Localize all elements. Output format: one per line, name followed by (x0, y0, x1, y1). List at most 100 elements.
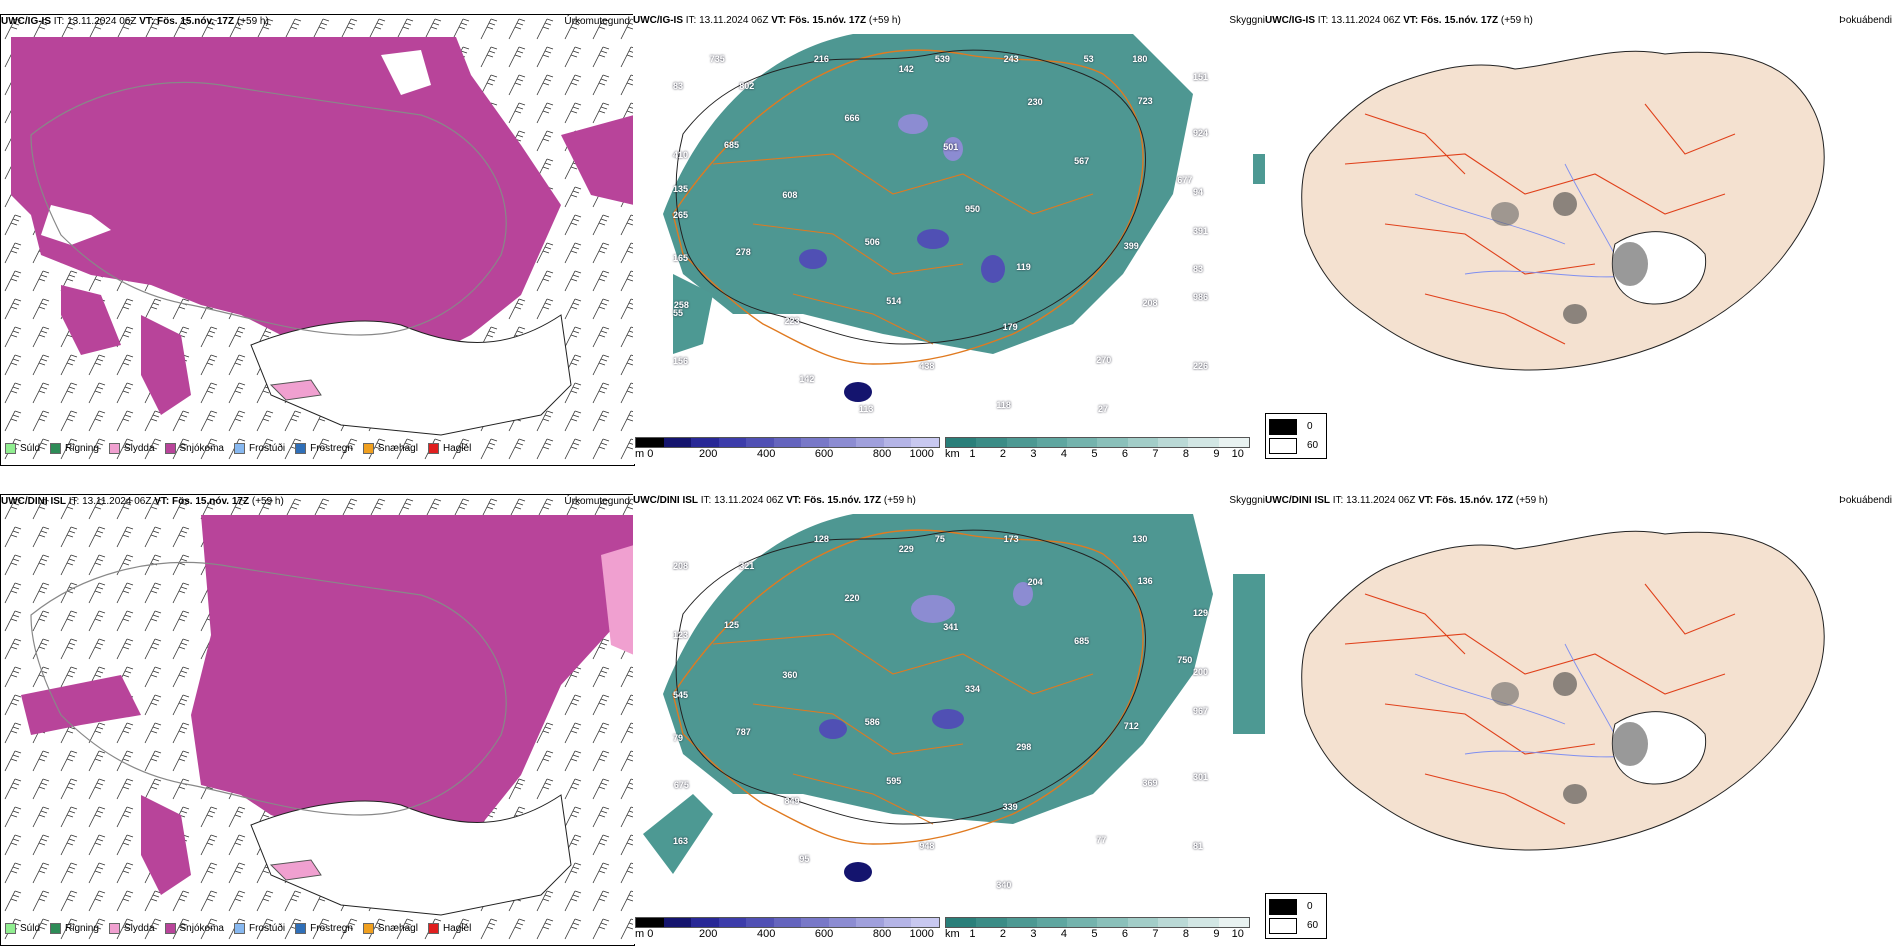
legend-item: Rigning (50, 923, 99, 934)
vt-label: VT: (771, 15, 787, 26)
ceiling-tick: 200 (699, 928, 718, 940)
it-label: IT: (53, 16, 65, 27)
cloud-base-label: 270 (1096, 355, 1112, 366)
lead-time: (+59 h) (883, 495, 916, 506)
legend-swatch (5, 443, 16, 454)
cloud-base-label: 230 (1027, 96, 1043, 107)
legend-label: Haglél (442, 443, 472, 454)
legend-label: Frostregn (310, 443, 353, 454)
lead-time: (+59 h) (1515, 495, 1548, 506)
cloud-panel-bottom: UWC/DINI ISL IT: 13.11.2024 06Z VT: Fös.… (633, 494, 1265, 944)
legend-swatch (233, 923, 245, 934)
cloud-base-label: 567 (1074, 156, 1090, 167)
legend-item: Haglél (427, 443, 472, 454)
visibility-tick: 6 (1121, 928, 1128, 940)
legend-label: Slydda (123, 443, 155, 454)
legend-label: Snæhagl (377, 443, 418, 454)
legend-label: Snjókoma (179, 443, 224, 454)
visibility-tick: 4 (1060, 448, 1067, 460)
legend-label: Frostregn (310, 923, 353, 934)
legend-item: Súld (5, 443, 40, 454)
cloud-base-label: 83 (673, 80, 684, 91)
cloud-base-label: 399 (1123, 241, 1139, 251)
it-value: 13.11.2024 06Z (714, 495, 784, 506)
visibility-unit: km (945, 448, 960, 460)
it-label: IT: (1317, 15, 1329, 26)
visibility-tick: 2 (999, 448, 1006, 460)
legend-item: Frostregn (295, 443, 353, 454)
legend-swatch (5, 923, 16, 934)
cloud-base-label: 712 (1123, 721, 1139, 731)
cloud-base-label: 77 (1096, 835, 1107, 846)
vt-value: Fös. 15.nóv. 17Z (172, 496, 250, 507)
cloud-base-label: 341 (943, 621, 959, 632)
fog-value: 0 (1307, 901, 1313, 912)
cloud-base-label: 142 (799, 373, 815, 384)
cloud-base-label: 677 (1177, 175, 1193, 186)
fog-swatch (1269, 917, 1297, 934)
fog-title-top: Þokuábendi (1839, 15, 1892, 26)
visibility-tick: 9 (1213, 448, 1220, 460)
ceiling-tick: 800 (872, 928, 892, 940)
cloud-base-label: 142 (898, 63, 914, 74)
precip-title-top: Úrkomutegund (564, 16, 630, 27)
legend-swatch (108, 923, 120, 934)
cloud-base-label: 334 (965, 684, 981, 694)
ceiling-tick: 600 (814, 928, 834, 940)
model-name: UWC/DINI ISL (633, 495, 698, 506)
cloud-base-label: 410 (673, 150, 689, 160)
vt-value: Fös. 15.nóv. 17Z (157, 16, 235, 27)
legend-item: Rigning (50, 443, 99, 454)
cloud-base-label: 340 (996, 879, 1012, 890)
visibility-tick: 3 (1030, 448, 1037, 460)
cloud-base-label: 135 (673, 184, 689, 195)
legend-item: Súld (5, 923, 40, 934)
it-label: IT: (685, 15, 697, 26)
cloud-base-label: 81 (1193, 841, 1204, 852)
cloud-base-label: 128 (813, 534, 829, 544)
visibility-tick: 1 (969, 448, 976, 460)
visibility-tick: 3 (1030, 928, 1037, 940)
cloud-base-label: 750 (1177, 655, 1193, 666)
cloud-base-label: 208 (673, 560, 689, 571)
visibility-tick: 7 (1152, 928, 1159, 940)
visibility-strip (945, 437, 1250, 448)
ceiling-tick: 0 (647, 928, 654, 940)
it-label: IT: (1332, 495, 1344, 506)
it-label: IT: (68, 496, 80, 507)
cloud-base-label: 156 (673, 356, 689, 366)
ceiling-tick: 800 (872, 448, 892, 460)
visibility-tick: 10 (1231, 448, 1244, 460)
legend-item: Haglél (427, 923, 472, 934)
legend-label: Frostúði (248, 923, 286, 934)
legend-item: Frostregn (295, 923, 353, 934)
cloud-base-label: 321 (739, 560, 755, 571)
legend-item: Frostúði (233, 923, 286, 934)
cloud-base-label: 226 (1193, 361, 1209, 372)
model-name: UWC/DINI ISL (1, 496, 66, 507)
fog-legend-row: 0 (1269, 417, 1323, 436)
cloud-base-label: 539 (934, 54, 950, 64)
legend-swatch (164, 923, 176, 934)
legend-label: Haglél (442, 923, 472, 934)
legend-label: Rigning (65, 923, 99, 934)
visibility-tick: 6 (1121, 448, 1128, 460)
legend-label: Snjókoma (179, 923, 224, 934)
fog-header-top: UWC/IG-IS IT: 13.11.2024 06Z VT: Fös. 15… (1265, 14, 1533, 28)
cloud-base-label: 229 (898, 543, 914, 554)
fog-value: 60 (1307, 440, 1319, 451)
legend-swatch (427, 443, 439, 454)
cloud-base-label: 360 (782, 669, 798, 680)
visibility-tick: 5 (1091, 448, 1098, 460)
cloud-base-label: 208 (1142, 297, 1158, 308)
cloud-base-label: 113 (858, 404, 874, 414)
cloud-base-label: 27 (1098, 404, 1109, 414)
legend-label: Súld (20, 443, 41, 454)
cloud-base-label: 514 (886, 296, 902, 307)
cloud-base-label: 849 (784, 796, 800, 807)
vt-label: VT: (139, 16, 155, 27)
fog-legend-row: 0 (1269, 897, 1323, 916)
cloud-base-label: 723 (1137, 95, 1153, 106)
precip-header-bottom: UWC/DINI ISL IT: 13.11.2024 06Z VT: Fös.… (1, 495, 284, 509)
vt-value: Fös. 15.nóv. 17Z (1421, 15, 1499, 26)
